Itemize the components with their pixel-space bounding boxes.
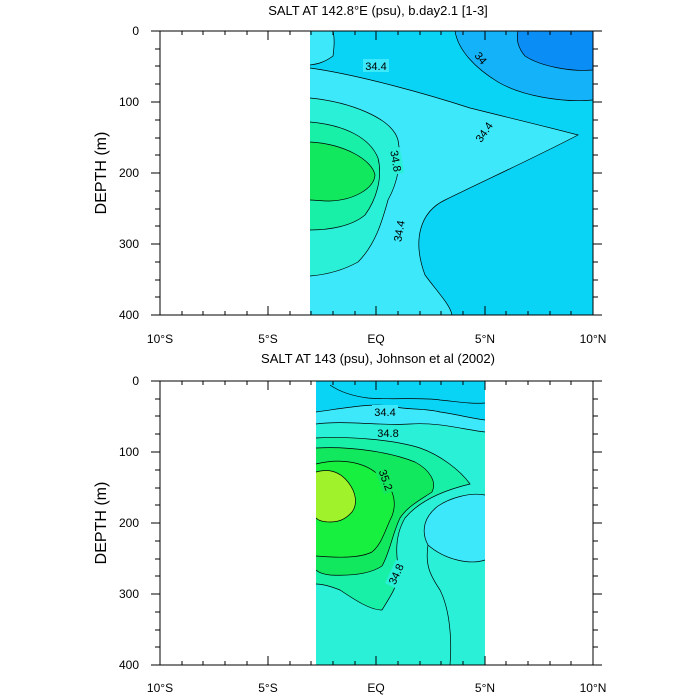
contour-label: 34.4: [374, 407, 395, 419]
panel-bottom-title: SALT AT 143 (psu), Johnson et al (2002): [261, 351, 495, 366]
y-tick-label: 400: [119, 658, 139, 672]
x-tick-label: 5°N: [475, 681, 495, 695]
y-tick-label: 400: [119, 308, 139, 322]
contour-label-bg: [363, 59, 389, 72]
panel-top-x-tick-labels: 10°S 5°S EQ 5°N 10°N: [147, 332, 606, 346]
x-tick-label: 10°N: [580, 681, 607, 695]
salinity-band-35-4: [316, 470, 356, 522]
contour-line: [309, 30, 335, 66]
contour-label-bg: [374, 465, 397, 495]
panel-bottom-y-axis-label: DEPTH (m): [93, 482, 110, 565]
contour-line: [315, 437, 471, 611]
contour-line: [315, 422, 486, 433]
panel-bottom-y-tick-labels: 0 100 200 300 400: [119, 374, 139, 672]
contour-line: [454, 30, 594, 101]
panel-top-salinity-field: 34.4 34 34.4 34.8 34.4: [309, 30, 594, 316]
y-tick-label: 0: [132, 24, 139, 38]
x-tick-label: 5°S: [258, 332, 277, 346]
contour-line: [309, 121, 380, 231]
contour-label-bg: [471, 48, 491, 69]
panel-bottom-x-tick-labels: 10°S 5°S EQ 5°N 10°N: [147, 681, 606, 695]
contour-label-bg: [390, 217, 409, 246]
x-tick-label: 10°S: [147, 681, 173, 695]
panel-bottom-salinity-field: 34.4 34.8 35.2 34.8: [315, 381, 486, 666]
contour-line: [315, 460, 395, 558]
contour-line: [329, 384, 486, 404]
y-tick-label: 0: [132, 374, 139, 388]
contour-label-bg: [386, 147, 405, 176]
y-tick-label: 300: [119, 587, 139, 601]
salinity-band-34-2: [316, 381, 485, 420]
salinity-band-34-4-surface: [310, 31, 335, 65]
contour-line: [309, 67, 579, 316]
x-tick-label: 10°N: [580, 332, 607, 346]
panel-top: SALT AT 142.8°E (psu), b.day2.1 [1-3]: [93, 3, 606, 346]
contour-line: [315, 447, 434, 576]
salinity-band-33-8: [517, 31, 593, 71]
x-tick-label: 5°S: [258, 681, 277, 695]
panel-top-title: SALT AT 142.8°E (psu), b.day2.1 [1-3]: [268, 3, 488, 18]
x-tick-label: 5°N: [475, 332, 495, 346]
y-tick-label: 200: [119, 516, 139, 530]
contour-label-bg: [385, 559, 408, 589]
panel-bottom: SALT AT 143 (psu), Johnson et al (2002): [93, 351, 606, 695]
contour-line: [309, 141, 376, 202]
x-tick-label: 10°S: [147, 332, 173, 346]
panel-top-contour-lines: [309, 30, 594, 316]
x-tick-label: EQ: [367, 681, 384, 695]
panel-bottom-tick-marks: [151, 380, 602, 666]
y-tick-label: 100: [119, 95, 139, 109]
contour-line: [315, 404, 486, 421]
contour-line: [423, 493, 486, 563]
y-tick-label: 300: [119, 237, 139, 251]
x-tick-label: EQ: [367, 332, 384, 346]
contour-label: 34.8: [387, 150, 403, 173]
panel-top-y-tick-labels: 0 100 200 300 400: [119, 24, 139, 322]
contour-line: [315, 470, 356, 523]
panel-top-tick-marks: [151, 30, 602, 316]
contour-label: 34.4: [365, 61, 386, 73]
y-tick-label: 100: [119, 445, 139, 459]
panel-top-y-axis-label: DEPTH (m): [93, 132, 110, 215]
contour-label-bg: [372, 405, 398, 418]
contour-label-bg: [375, 426, 401, 439]
y-tick-label: 200: [119, 166, 139, 180]
contour-line: [426, 544, 452, 666]
contour-label: 34.8: [377, 428, 398, 440]
contour-label-bg: [471, 117, 498, 147]
contour-line: [309, 97, 400, 277]
contour-line: [516, 30, 594, 71]
contour-label: 34.4: [392, 220, 408, 243]
panel-bottom-contour-lines: [315, 384, 486, 666]
salinity-band-35-0: [310, 142, 375, 201]
